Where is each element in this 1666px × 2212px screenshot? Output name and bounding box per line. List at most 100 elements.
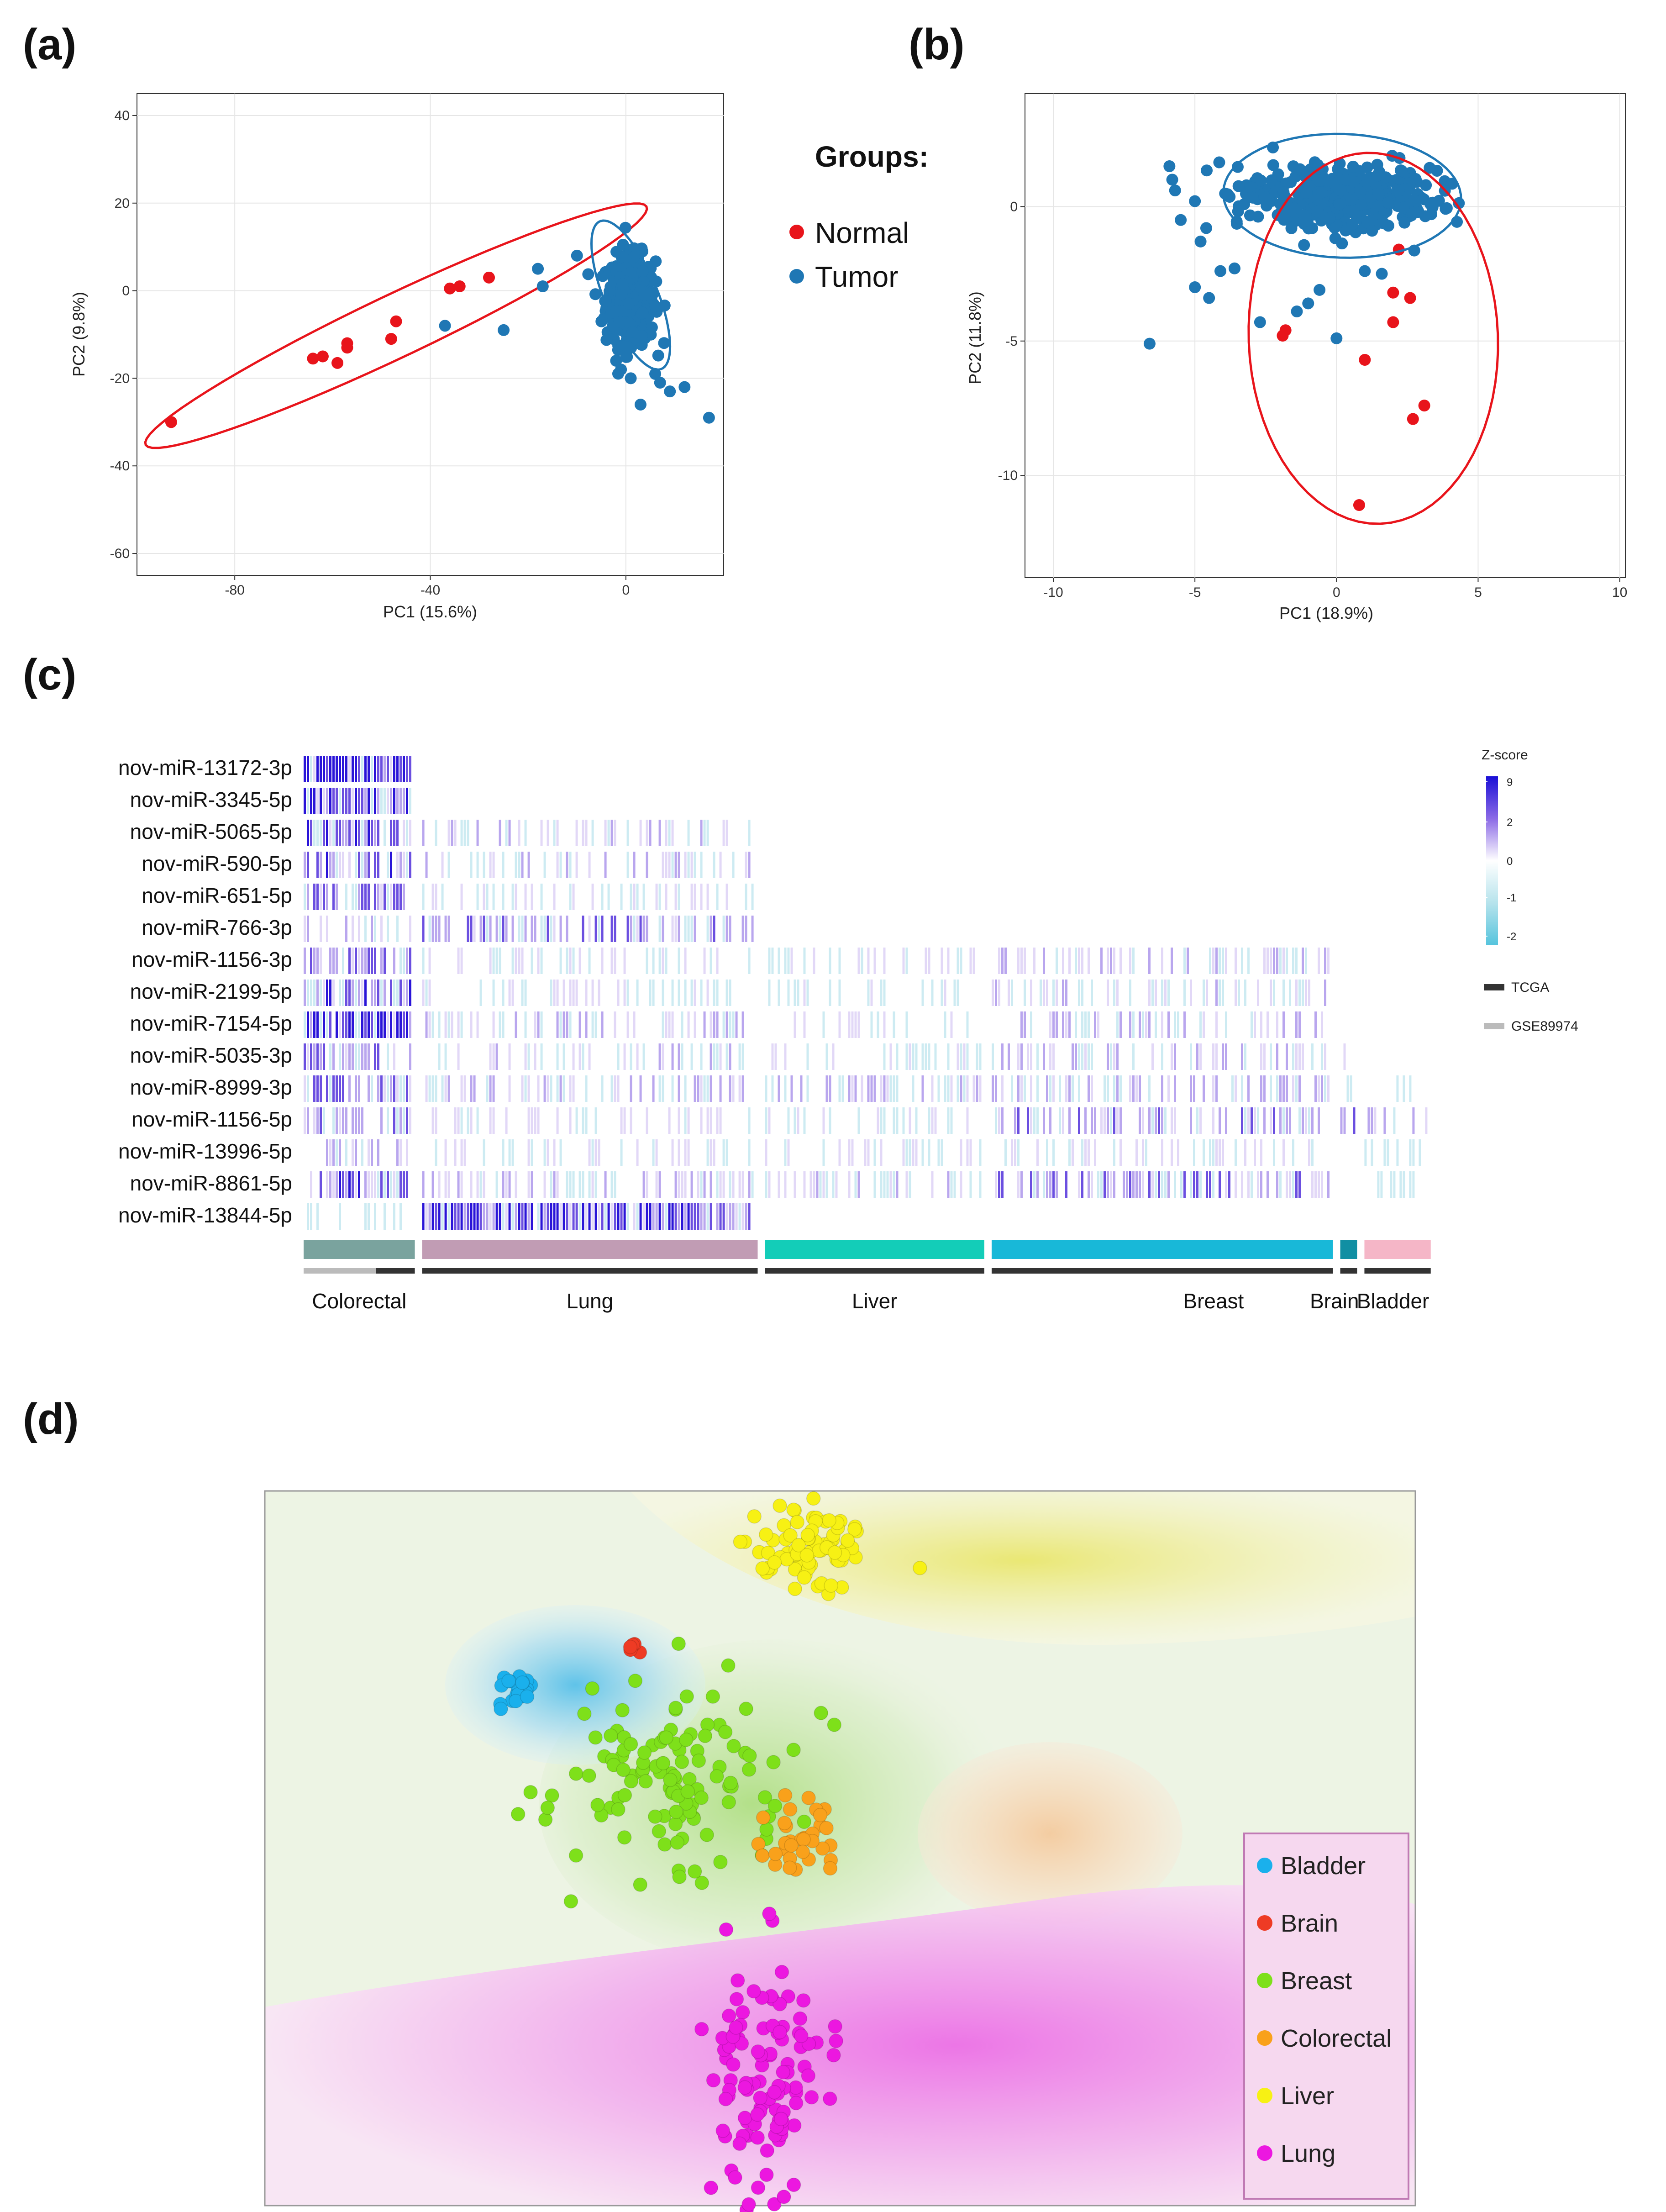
- heatmap-cell: [662, 1043, 664, 1070]
- heatmap-cell: [374, 820, 376, 846]
- heatmap-cell: [623, 980, 626, 1006]
- liver-point: [755, 1561, 770, 1576]
- heatmap-cell: [342, 980, 344, 1006]
- heatmap-cell: [848, 1171, 851, 1198]
- y-tick-label: -40: [110, 458, 130, 474]
- heatmap-cell: [355, 788, 357, 814]
- heatmap-cell: [547, 916, 549, 942]
- heatmap-cell: [422, 884, 425, 910]
- heatmap-cell: [1081, 1171, 1083, 1198]
- heatmap-cell: [1008, 1043, 1010, 1070]
- heatmap-cell: [572, 1203, 575, 1230]
- x-tick-label: -40: [420, 583, 440, 598]
- heatmap-cell: [838, 1075, 841, 1102]
- tumor-point: [1175, 214, 1187, 226]
- heatmap-cell: [374, 1011, 376, 1038]
- heatmap-cell: [610, 948, 613, 974]
- heatmap-cell: [854, 1011, 857, 1038]
- heatmap-cell: [316, 1107, 319, 1134]
- heatmap-cell: [553, 1203, 556, 1230]
- breast-point: [652, 1824, 667, 1839]
- heatmap-cell: [396, 852, 399, 878]
- heatmap-cell: [995, 980, 997, 1006]
- heatmap-cell: [489, 852, 492, 878]
- heatmap-cell: [447, 1203, 450, 1230]
- heatmap-cell: [1164, 980, 1167, 1006]
- heatmap-cell: [316, 1043, 319, 1070]
- heatmap-cell: [1318, 948, 1320, 974]
- heatmap-cell: [457, 1107, 460, 1134]
- heatmap-cell: [636, 916, 639, 942]
- liver-point: [773, 1498, 787, 1513]
- heatmap-cell: [588, 852, 591, 878]
- heatmap-cell: [524, 884, 527, 910]
- breast-point: [623, 1737, 638, 1752]
- tumor-point: [600, 334, 613, 346]
- heatmap-cell: [1113, 1107, 1115, 1134]
- heatmap-cell: [441, 884, 444, 910]
- breast-point: [638, 1774, 653, 1789]
- heatmap-cell: [1292, 1171, 1294, 1198]
- heatmap-cell: [521, 1075, 524, 1102]
- heatmap-cell: [339, 1203, 341, 1230]
- heatmap-cell: [422, 980, 425, 1006]
- heatmap-cell: [556, 820, 559, 846]
- heatmap-cell: [1104, 1171, 1106, 1198]
- tumor-point: [1229, 262, 1241, 274]
- heatmap-cell: [748, 948, 751, 974]
- heatmap-cell: [505, 1107, 508, 1134]
- heatmap-cell: [604, 1203, 607, 1230]
- heatmap-cell: [960, 1171, 962, 1198]
- heatmap-cell: [336, 1171, 338, 1198]
- heatmap-cell: [1024, 1011, 1026, 1038]
- heatmap-cell: [320, 980, 322, 1006]
- breast-point: [624, 1774, 639, 1789]
- heatmap-cell: [1139, 1075, 1141, 1102]
- heatmap-cell: [678, 1107, 680, 1134]
- heatmap-cell: [832, 1171, 835, 1198]
- legend-label-brain: Brain: [1281, 1910, 1338, 1937]
- heatmap-cell: [706, 1075, 709, 1102]
- heatmap-cell: [725, 980, 728, 1006]
- heatmap-cell: [470, 852, 473, 878]
- heatmap-cell: [345, 756, 347, 782]
- heatmap-cell: [607, 820, 610, 846]
- bladder-point: [501, 1674, 516, 1688]
- heatmap-cell: [1318, 1171, 1320, 1198]
- heatmap-cell: [364, 916, 367, 942]
- heatmap-cell: [1196, 1107, 1198, 1134]
- tumor-point: [678, 381, 691, 393]
- heatmap-cell: [690, 980, 693, 1006]
- heatmap-cell: [323, 756, 325, 782]
- heatmap-cell: [684, 1171, 687, 1198]
- heatmap-cell: [399, 1171, 402, 1198]
- tumor-point: [615, 363, 627, 376]
- heatmap-cell: [467, 1203, 469, 1230]
- heatmap-cell: [393, 1043, 395, 1070]
- heatmap-cell: [886, 1171, 889, 1198]
- heatmap-cell: [1078, 948, 1080, 974]
- heatmap-cell: [499, 916, 501, 942]
- heatmap-cell: [925, 948, 927, 974]
- heatmap-cell: [809, 1171, 812, 1198]
- heatmap-cell: [329, 756, 331, 782]
- heatmap-cell: [1199, 1107, 1202, 1134]
- heatmap-cell: [838, 1011, 841, 1038]
- heatmap-cell: [572, 980, 575, 1006]
- heatmap-cell: [1263, 1075, 1266, 1102]
- heatmap-cell: [649, 1203, 652, 1230]
- heatmap-cell: [931, 1107, 934, 1134]
- heatmap-cell: [893, 1075, 895, 1102]
- heatmap-cell: [1036, 1107, 1039, 1134]
- heatmap-cell: [684, 1107, 687, 1134]
- heatmap-cell: [323, 820, 325, 846]
- heatmap-cell: [304, 756, 306, 782]
- heatmap-cell: [320, 916, 322, 942]
- x-axis-title-a: PC1 (15.6%): [383, 602, 477, 621]
- heatmap-cell: [1279, 948, 1282, 974]
- heatmap-cell: [626, 1203, 629, 1230]
- heatmap-cell: [387, 1171, 389, 1198]
- breast-point: [687, 1864, 702, 1879]
- heatmap-cell: [339, 1107, 341, 1134]
- heatmap-cell: [326, 756, 328, 782]
